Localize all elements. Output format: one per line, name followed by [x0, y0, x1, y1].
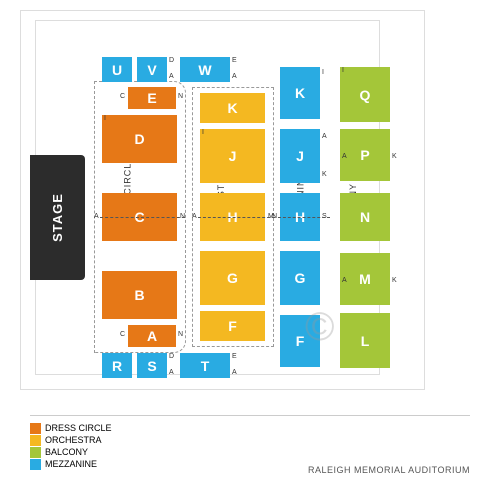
legend-swatch	[30, 447, 41, 458]
legend-swatch	[30, 423, 41, 434]
row-letter: A	[169, 369, 174, 376]
section-dc-B[interactable]: B	[102, 271, 177, 319]
row-guide	[278, 217, 330, 218]
section-ba-M[interactable]: M	[340, 253, 390, 305]
row-letter: I	[104, 115, 106, 122]
row-letter: C	[120, 331, 125, 338]
legend-label: MEZZANINE	[45, 459, 97, 469]
section-or-F[interactable]: F	[200, 311, 265, 341]
legend-item: ORCHESTRA	[30, 434, 112, 446]
row-letter: E	[232, 57, 237, 64]
row-letter: N	[178, 331, 183, 338]
section-mz-T[interactable]: T	[180, 353, 230, 378]
row-letter: A	[322, 133, 327, 140]
section-ba-Q[interactable]: Q	[340, 67, 390, 122]
row-letter: E	[232, 353, 237, 360]
section-ba-L[interactable]: L	[340, 313, 390, 368]
section-mz-S[interactable]: S	[137, 353, 167, 378]
section-dc-D[interactable]: D	[102, 115, 177, 163]
legend-label: BALCONY	[45, 447, 88, 457]
legend-swatch	[30, 459, 41, 470]
section-mz-K[interactable]: K	[280, 67, 320, 119]
legend: DRESS CIRCLE ORCHESTRA BALCONY MEZZANINE	[30, 422, 112, 470]
section-stage[interactable]: STAGE	[30, 155, 85, 280]
row-letter: I	[322, 69, 324, 76]
section-or-J[interactable]: J	[200, 129, 265, 183]
row-letter: D	[169, 353, 174, 360]
legend-swatch	[30, 435, 41, 446]
row-letter: A	[342, 277, 347, 284]
divider	[30, 415, 470, 416]
section-mz-R[interactable]: R	[102, 353, 132, 378]
row-letter: A	[169, 73, 174, 80]
section-mz-U[interactable]: U	[102, 57, 132, 82]
legend-item: BALCONY	[30, 446, 112, 458]
row-letter: A	[94, 213, 99, 220]
legend-item: DRESS CIRCLE	[30, 422, 112, 434]
legend-label: DRESS CIRCLE	[45, 423, 112, 433]
section-mz-W[interactable]: W	[180, 57, 230, 82]
section-dc-A[interactable]: A	[128, 325, 176, 347]
row-guide	[198, 217, 275, 218]
row-letter: A	[232, 73, 237, 80]
section-or-G[interactable]: G	[200, 251, 265, 305]
section-ba-N[interactable]: N	[340, 193, 390, 241]
row-letter: A	[192, 213, 197, 220]
row-letter: A	[232, 369, 237, 376]
section-mz-G[interactable]: G	[280, 251, 320, 305]
copyright-mark: ©	[305, 305, 334, 350]
row-letter: K	[322, 171, 327, 178]
seating-chart: DRESS CIRCLE ORCHESTRA MEZZANINE BALCONY…	[30, 25, 470, 410]
row-letter: I	[342, 67, 344, 74]
row-letter: K	[392, 277, 397, 284]
row-letter: N	[178, 93, 183, 100]
legend-label: ORCHESTRA	[45, 435, 102, 445]
section-mz-J[interactable]: J	[280, 129, 320, 183]
section-mz-V[interactable]: V	[137, 57, 167, 82]
row-guide	[100, 217, 185, 218]
legend-item: MEZZANINE	[30, 458, 112, 470]
row-letter: K	[392, 153, 397, 160]
row-letter: A	[342, 153, 347, 160]
venue-title: RALEIGH MEMORIAL AUDITORIUM	[308, 465, 470, 475]
row-letter: C	[120, 93, 125, 100]
section-ba-P[interactable]: P	[340, 129, 390, 181]
section-or-K[interactable]: K	[200, 93, 265, 123]
section-dc-E[interactable]: E	[128, 87, 176, 109]
row-letter: I	[202, 129, 204, 136]
row-letter: D	[169, 57, 174, 64]
